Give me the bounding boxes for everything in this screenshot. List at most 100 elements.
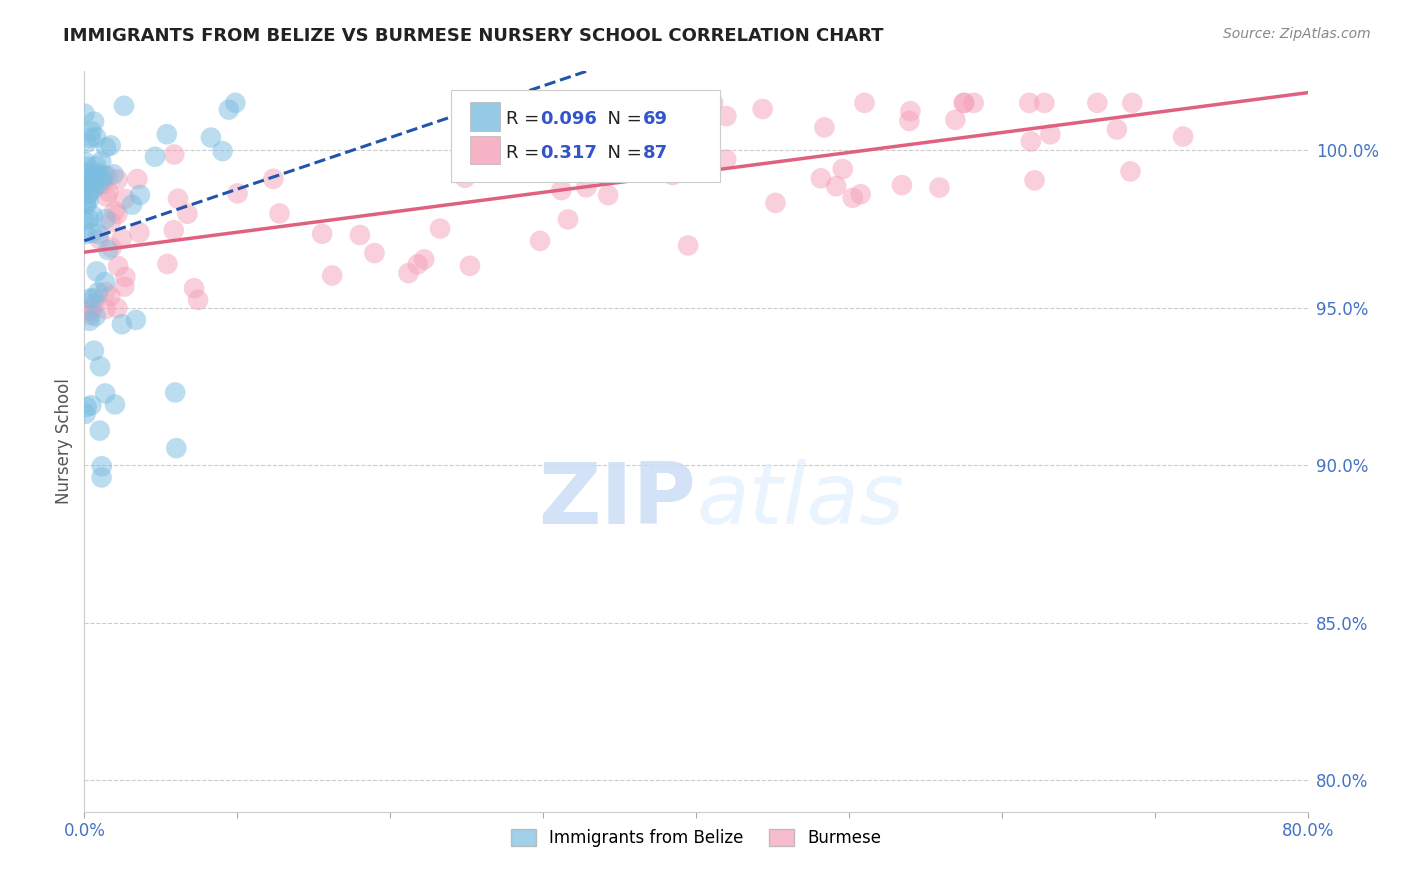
Point — [91, 172, 114, 186]
Point — [751, 102, 773, 116]
Point — [349, 227, 371, 242]
Point — [676, 238, 699, 252]
Point — [86, 166, 108, 180]
Text: 0.317: 0.317 — [541, 144, 598, 161]
Point — [143, 150, 166, 164]
Point — [75, 155, 97, 169]
Point — [529, 234, 551, 248]
Point — [129, 188, 152, 202]
Text: Source: ZipAtlas.com: Source: ZipAtlas.com — [1223, 27, 1371, 41]
Y-axis label: Nursery School: Nursery School — [55, 378, 73, 505]
Point — [458, 259, 481, 273]
Point — [83, 343, 105, 358]
Point — [104, 397, 127, 411]
Point — [550, 183, 572, 197]
Point — [311, 227, 333, 241]
Point — [156, 257, 179, 271]
Point — [105, 301, 128, 316]
Point — [226, 186, 249, 201]
Text: 69: 69 — [644, 111, 668, 128]
FancyBboxPatch shape — [470, 103, 501, 130]
Point — [321, 268, 343, 283]
FancyBboxPatch shape — [451, 90, 720, 183]
Point — [503, 101, 526, 115]
Point — [84, 169, 107, 183]
Point — [82, 176, 104, 190]
Point — [94, 302, 117, 317]
Point — [128, 226, 150, 240]
Point — [1105, 122, 1128, 136]
Point — [94, 140, 117, 154]
Point — [80, 398, 103, 412]
FancyBboxPatch shape — [470, 136, 501, 164]
Point — [94, 211, 117, 226]
Point — [84, 309, 107, 323]
Point — [813, 120, 835, 135]
Point — [91, 177, 114, 191]
Point — [429, 221, 451, 235]
Point — [831, 161, 853, 176]
Point — [83, 114, 105, 128]
Point — [1121, 95, 1143, 110]
Point — [1019, 135, 1042, 149]
Point — [952, 95, 974, 110]
Point — [398, 266, 420, 280]
Point — [79, 175, 101, 189]
Point — [97, 243, 120, 257]
Point — [898, 104, 921, 119]
Point — [73, 106, 96, 120]
Point — [86, 159, 108, 173]
Point — [87, 227, 110, 242]
Point — [76, 400, 98, 414]
Text: N =: N = — [596, 111, 647, 128]
Point — [94, 285, 117, 299]
Point — [224, 95, 246, 110]
Point — [111, 317, 134, 331]
Point — [661, 168, 683, 182]
Point — [675, 95, 697, 110]
Point — [269, 206, 291, 220]
Point — [165, 385, 187, 400]
Point — [107, 259, 129, 273]
Point — [82, 301, 104, 316]
Point — [77, 194, 100, 208]
Point — [77, 211, 100, 226]
Text: N =: N = — [596, 144, 647, 161]
Point — [79, 314, 101, 328]
Point — [557, 212, 579, 227]
Point — [406, 257, 429, 271]
Text: IMMIGRANTS FROM BELIZE VS BURMESE NURSERY SCHOOL CORRELATION CHART: IMMIGRANTS FROM BELIZE VS BURMESE NURSER… — [63, 27, 884, 45]
Point — [82, 291, 104, 305]
Point — [77, 186, 100, 201]
Legend: Immigrants from Belize, Burmese: Immigrants from Belize, Burmese — [502, 821, 890, 855]
Point — [76, 164, 98, 178]
Point — [262, 172, 284, 186]
Point — [1085, 95, 1108, 110]
Point — [89, 424, 111, 438]
Point — [93, 169, 115, 183]
Point — [943, 112, 966, 127]
Text: atlas: atlas — [696, 459, 904, 542]
Point — [842, 191, 865, 205]
Point — [898, 114, 921, 128]
Point — [77, 178, 100, 192]
Point — [702, 95, 724, 110]
Point — [82, 182, 104, 196]
Point — [1033, 95, 1056, 110]
Point — [97, 169, 120, 184]
Point — [853, 95, 876, 110]
Point — [363, 246, 385, 260]
Point — [849, 187, 872, 202]
Point — [1018, 95, 1040, 110]
Point — [156, 127, 179, 141]
Point — [112, 99, 135, 113]
Point — [76, 160, 98, 174]
Point — [103, 204, 125, 219]
Point — [89, 359, 111, 374]
Point — [87, 285, 110, 300]
Text: R =: R = — [506, 111, 546, 128]
Point — [84, 130, 107, 145]
Point — [187, 293, 209, 307]
Point — [454, 170, 477, 185]
Point — [598, 188, 620, 202]
